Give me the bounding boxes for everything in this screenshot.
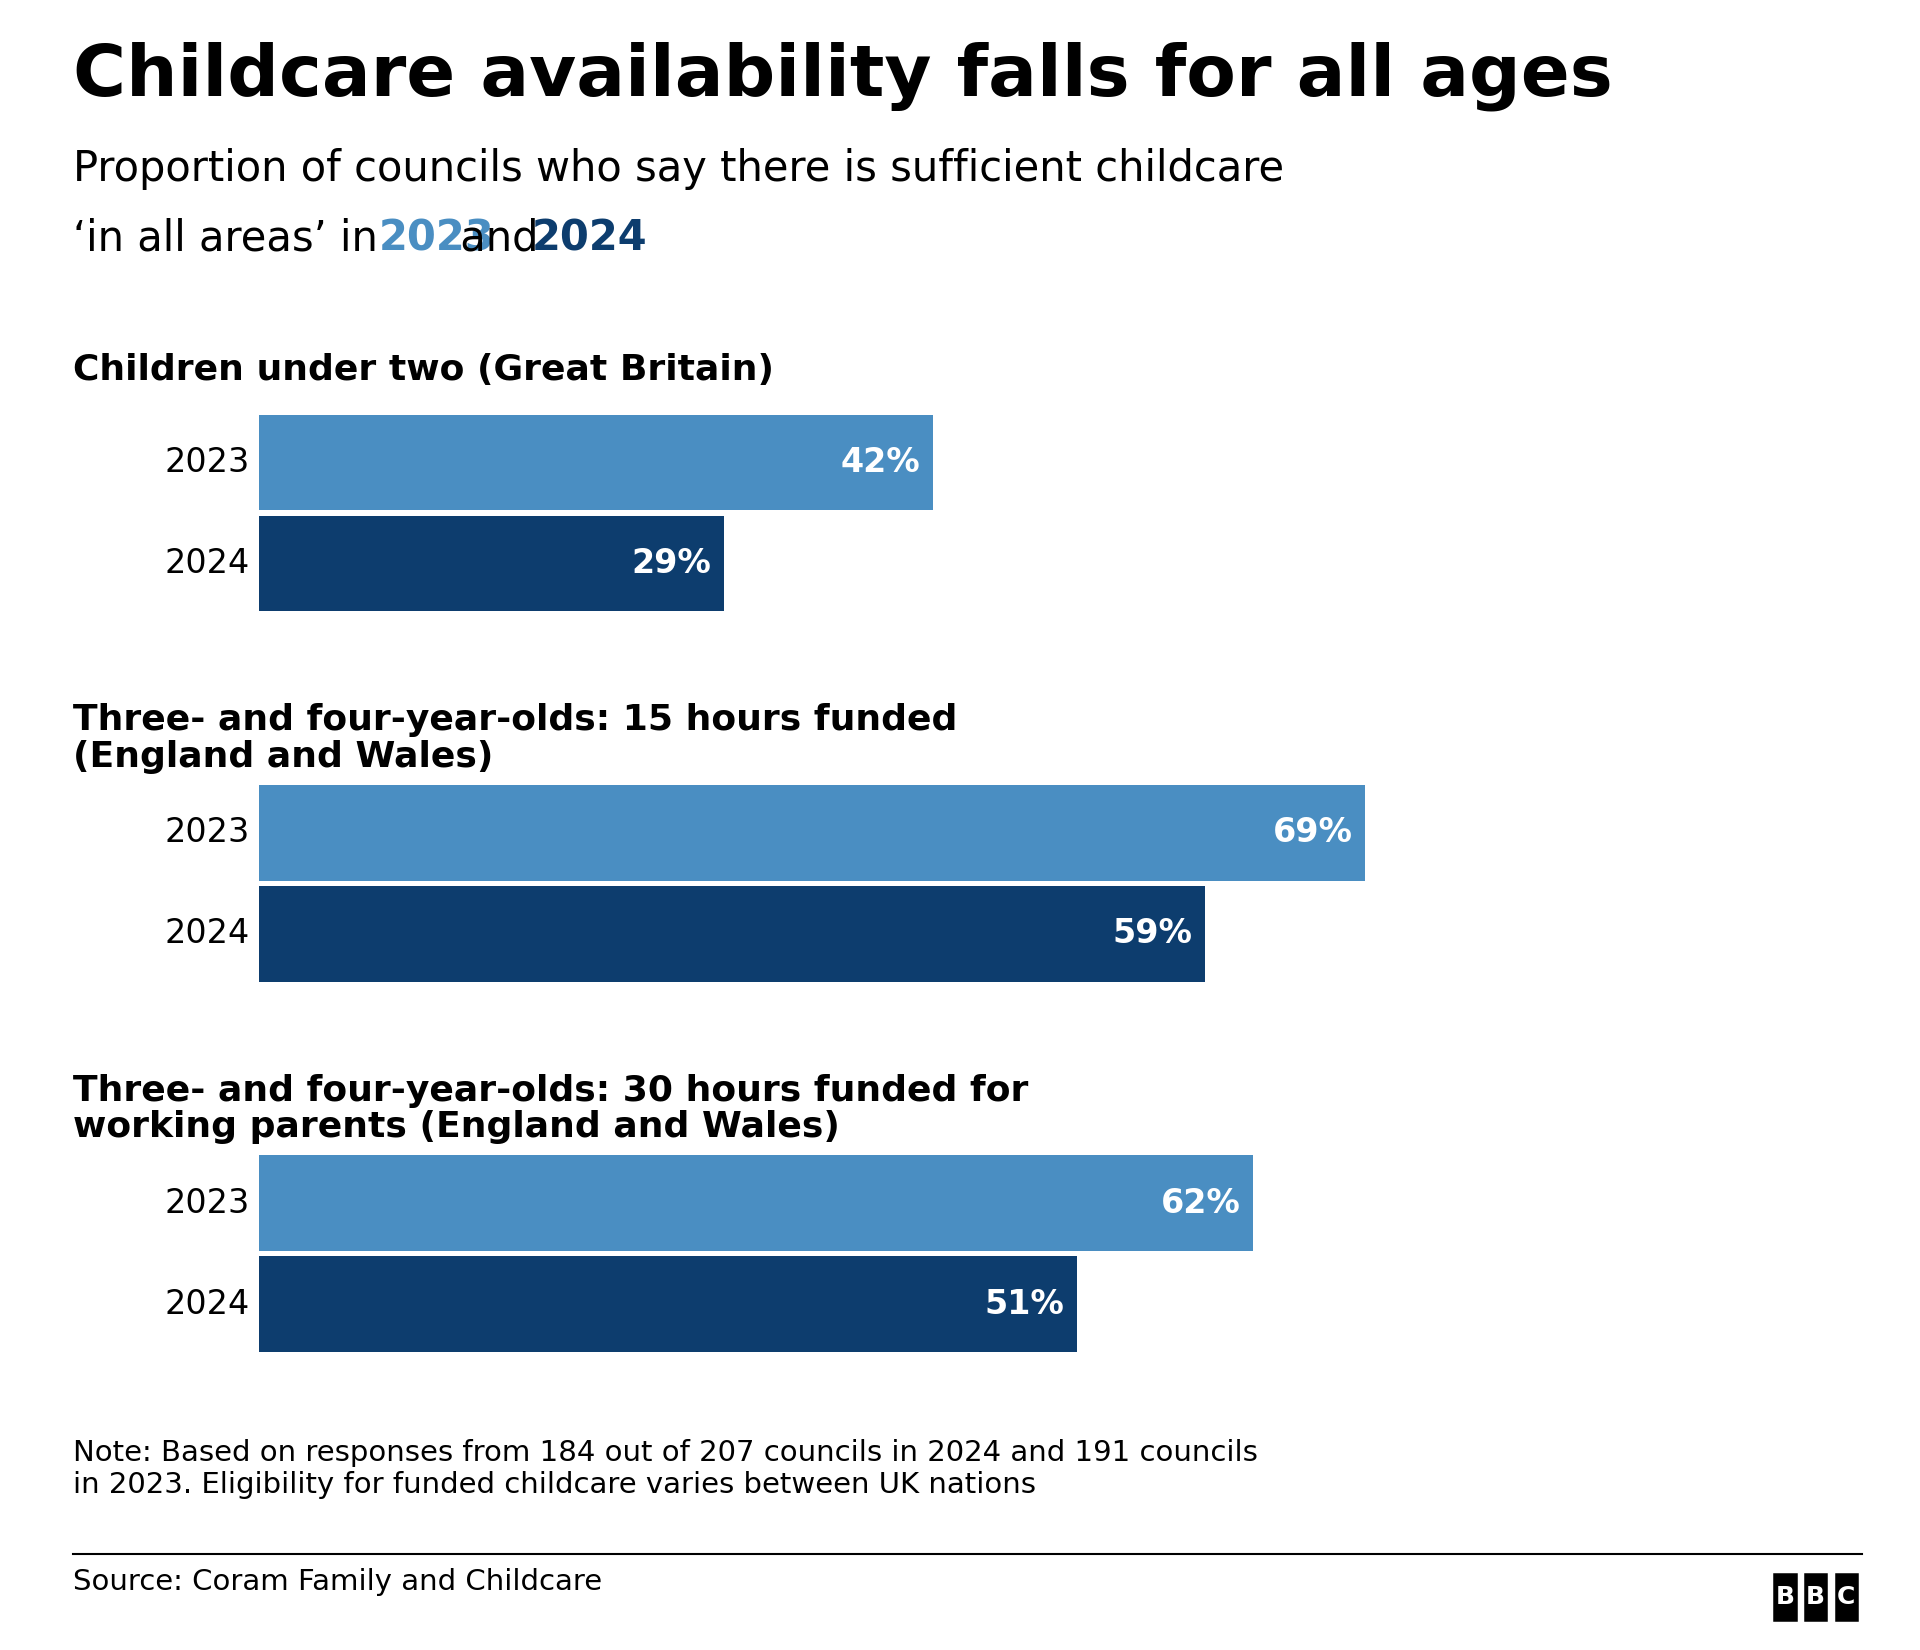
Text: 2023: 2023 xyxy=(165,817,250,850)
Text: 42%: 42% xyxy=(841,446,920,478)
Text: C: C xyxy=(1837,1586,1855,1609)
Text: 2023: 2023 xyxy=(165,1186,250,1219)
Bar xyxy=(259,785,1365,881)
Text: 2024: 2024 xyxy=(165,548,250,581)
Text: 2024: 2024 xyxy=(165,1287,250,1320)
Text: working parents (England and Wales): working parents (England and Wales) xyxy=(73,1110,839,1143)
Text: 51%: 51% xyxy=(985,1287,1064,1320)
Bar xyxy=(259,516,724,612)
Text: 69%: 69% xyxy=(1273,817,1352,850)
Text: 2024: 2024 xyxy=(165,917,250,950)
Bar xyxy=(259,1257,1077,1351)
Bar xyxy=(259,886,1206,982)
Text: 2024: 2024 xyxy=(532,218,647,259)
Text: Children under two (Great Britain): Children under two (Great Britain) xyxy=(73,353,774,386)
Text: ‘in all areas’ in: ‘in all areas’ in xyxy=(73,218,392,259)
Text: Proportion of councils who say there is sufficient childcare: Proportion of councils who say there is … xyxy=(73,148,1284,190)
FancyBboxPatch shape xyxy=(1834,1571,1860,1624)
Text: (England and Wales): (England and Wales) xyxy=(73,739,493,774)
Text: B: B xyxy=(1776,1586,1795,1609)
Bar xyxy=(259,416,933,510)
Text: 62%: 62% xyxy=(1160,1186,1240,1219)
Bar xyxy=(259,1155,1254,1251)
FancyBboxPatch shape xyxy=(1772,1571,1799,1624)
Text: 59%: 59% xyxy=(1112,917,1192,950)
Text: Three- and four-year-olds: 30 hours funded for: Three- and four-year-olds: 30 hours fund… xyxy=(73,1074,1029,1107)
Text: 29%: 29% xyxy=(632,548,710,581)
Text: Three- and four-year-olds: 15 hours funded: Three- and four-year-olds: 15 hours fund… xyxy=(73,703,958,738)
Text: Childcare availability falls for all ages: Childcare availability falls for all age… xyxy=(73,41,1613,111)
Text: and: and xyxy=(447,218,551,259)
Text: 2023: 2023 xyxy=(378,218,495,259)
Text: 2023: 2023 xyxy=(165,446,250,478)
Text: Note: Based on responses from 184 out of 207 councils in 2024 and 191 councils
i: Note: Based on responses from 184 out of… xyxy=(73,1439,1258,1500)
Text: B: B xyxy=(1807,1586,1826,1609)
Text: Source: Coram Family and Childcare: Source: Coram Family and Childcare xyxy=(73,1568,603,1596)
FancyBboxPatch shape xyxy=(1803,1571,1830,1624)
